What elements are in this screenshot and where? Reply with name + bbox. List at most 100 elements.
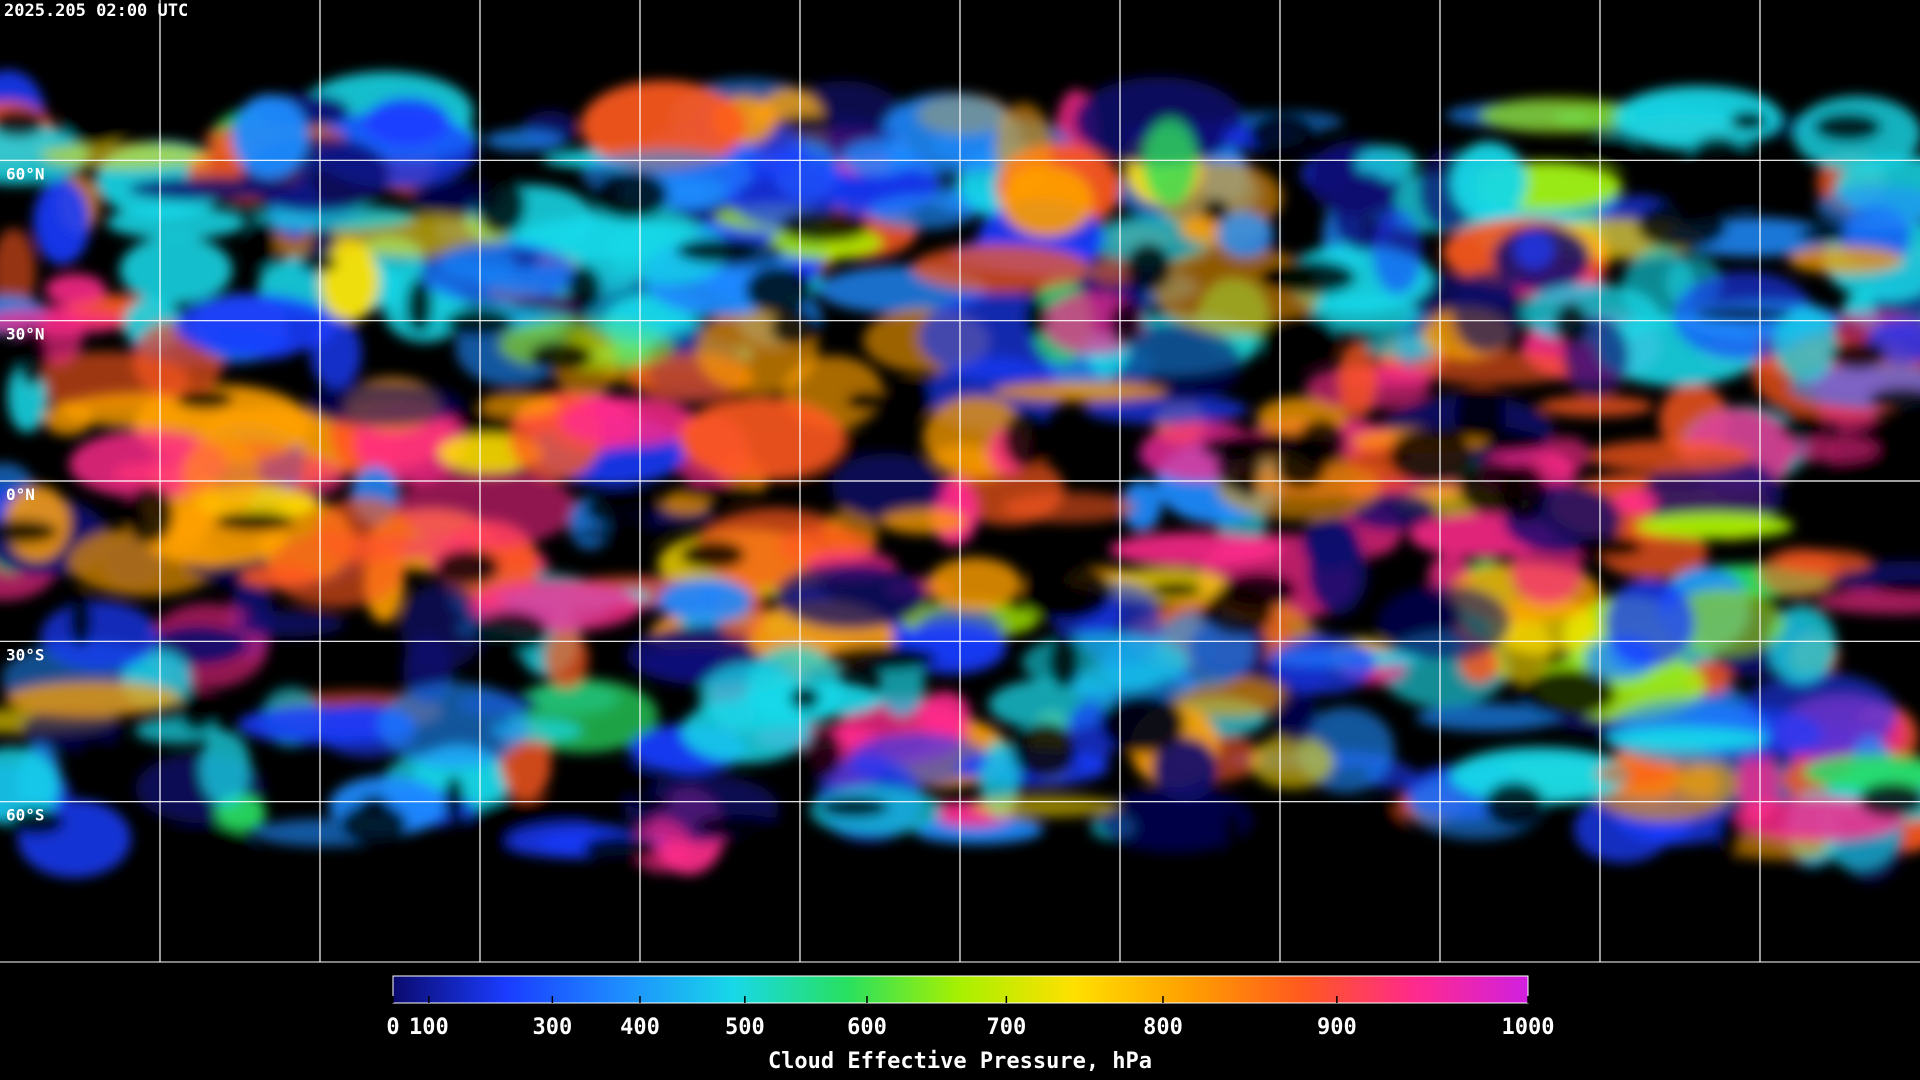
clear-sky xyxy=(1388,427,1474,485)
clear-sky xyxy=(592,170,669,220)
cloud-blob xyxy=(119,236,233,304)
clear-sky xyxy=(779,209,870,243)
cloud-blob xyxy=(1613,86,1782,151)
clear-sky xyxy=(1220,571,1298,609)
cloud-blob xyxy=(560,397,696,447)
colorbar xyxy=(392,975,1529,1004)
clear-sky xyxy=(178,690,218,733)
cloud-blob xyxy=(970,795,1120,818)
clear-sky xyxy=(1276,448,1327,489)
cloud-blob xyxy=(544,628,589,689)
clear-sky xyxy=(1575,534,1644,559)
clear-sky xyxy=(76,735,116,763)
clear-sky xyxy=(1003,408,1051,469)
clear-sky xyxy=(1590,134,1640,168)
clear-sky xyxy=(805,727,843,780)
cloud-blob xyxy=(1586,439,1753,473)
latitude-label: 60°S xyxy=(6,806,45,825)
clear-sky xyxy=(158,824,255,876)
cloud-blob xyxy=(993,381,1167,403)
clear-sky xyxy=(124,484,174,545)
cloud-blob xyxy=(1787,246,1904,274)
cloud-blob xyxy=(918,691,971,738)
cloud-blob xyxy=(1104,323,1243,404)
clear-sky xyxy=(405,278,434,334)
cloud-blob xyxy=(106,205,247,240)
clear-sky xyxy=(682,483,766,500)
cloud-blob xyxy=(1121,480,1162,531)
latitude-label: 30°S xyxy=(6,645,45,664)
cloud-blob xyxy=(1773,306,1838,382)
clear-sky xyxy=(67,590,94,648)
cloud-blob xyxy=(1595,761,1671,786)
clear-sky xyxy=(1830,339,1887,370)
clear-sky xyxy=(435,549,500,586)
cloud-blob xyxy=(364,97,451,147)
clear-sky xyxy=(248,218,278,271)
clear-sky xyxy=(1099,693,1186,754)
clear-sky xyxy=(0,519,58,544)
cloud-blob xyxy=(1410,349,1579,386)
cloud-blob xyxy=(1216,211,1274,259)
cloud-blob xyxy=(1337,340,1378,420)
cloud-blob xyxy=(1083,394,1248,425)
colorbar-tick-label: 500 xyxy=(725,1015,765,1040)
clear-sky xyxy=(1868,387,1920,412)
clear-sky xyxy=(790,685,820,711)
clear-sky xyxy=(64,99,124,147)
clear-sky xyxy=(473,611,549,654)
cloud-blob xyxy=(182,435,261,517)
clear-sky xyxy=(1457,459,1526,515)
clear-sky xyxy=(599,766,658,799)
colorbar-title: Cloud Effective Pressure, hPa xyxy=(768,1049,1152,1074)
clear-sky xyxy=(844,389,893,413)
cloud-blob xyxy=(1097,787,1253,853)
cloud-blob xyxy=(847,732,988,787)
clear-sky xyxy=(744,265,813,315)
clear-sky xyxy=(1201,198,1231,223)
cloud-blob xyxy=(199,731,251,806)
clear-sky xyxy=(770,309,822,347)
clear-sky xyxy=(1022,563,1114,622)
cloud-blob xyxy=(1783,436,1879,463)
cloud-blob xyxy=(1250,734,1335,790)
cloud-blob xyxy=(1538,395,1654,417)
clear-sky xyxy=(1693,306,1792,321)
cloud-blob xyxy=(479,392,559,418)
cloud-blob xyxy=(927,557,1022,611)
colorbar-tick-label: 100 xyxy=(409,1015,449,1040)
clear-sky xyxy=(475,174,527,236)
cloud-blob xyxy=(1268,634,1376,695)
clear-sky xyxy=(584,489,661,528)
cloud-blob xyxy=(724,148,845,228)
latitude-label: 0°N xyxy=(6,485,35,504)
clear-sky xyxy=(785,114,838,129)
cloud-blob xyxy=(1377,584,1511,662)
clear-sky xyxy=(1149,581,1202,598)
cloud-blob xyxy=(1642,453,1784,534)
cloud-blob xyxy=(43,401,93,436)
cloud-blob xyxy=(1109,532,1284,567)
clear-sky xyxy=(631,795,672,811)
cloud-blob xyxy=(880,508,968,535)
cloud-blob xyxy=(1604,727,1768,751)
cloud-blob xyxy=(1803,754,1920,791)
clear-sky xyxy=(214,511,295,532)
cloud-blob xyxy=(1142,117,1198,207)
cloud-blob xyxy=(232,94,309,179)
cloud-blob xyxy=(883,92,1016,165)
colorbar-tick-label: 900 xyxy=(1317,1015,1357,1040)
cloud-blob xyxy=(239,565,319,588)
clear-sky xyxy=(1427,425,1523,438)
cloud-blob xyxy=(1002,492,1136,523)
cloud-imagery xyxy=(0,70,1920,883)
cloud-blob xyxy=(580,80,746,171)
cloud-blob xyxy=(1730,797,1904,842)
cloud-blob xyxy=(128,176,295,202)
clear-sky xyxy=(675,238,759,263)
clear-sky xyxy=(1483,781,1546,830)
clear-sky xyxy=(1553,301,1590,346)
clear-sky xyxy=(1636,199,1728,251)
